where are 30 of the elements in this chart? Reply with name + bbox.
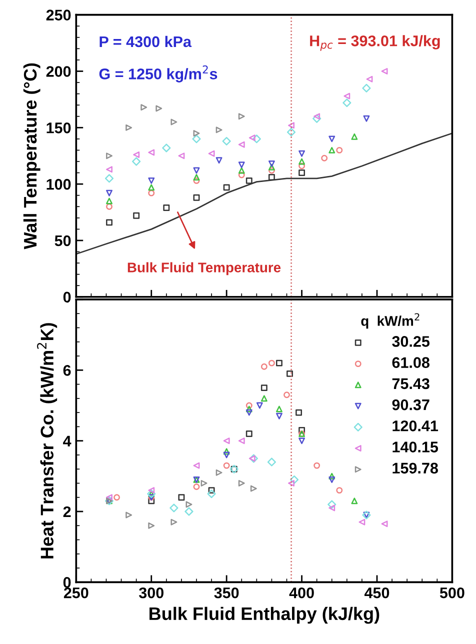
x-tick-label: 500 bbox=[440, 587, 464, 598]
y-tick-label: 250 bbox=[46, 10, 71, 20]
y-tick-label: 4 bbox=[63, 436, 72, 446]
y-tick-label: 6 bbox=[63, 365, 71, 376]
legend-label: 159.78 bbox=[392, 462, 438, 474]
y-tick-label: 50 bbox=[54, 235, 71, 246]
legend-label: 90.37 bbox=[392, 399, 430, 410]
y-axis-title: Wall Temperature (°C) bbox=[23, 63, 40, 250]
legend-label: 120.41 bbox=[392, 420, 438, 432]
annotation: H$_{pc}$ = 393.01 kJ/kg bbox=[310, 35, 440, 51]
x-tick-label: 400 bbox=[289, 587, 314, 598]
annotation: Bulk Fluid Temperature bbox=[128, 262, 281, 276]
x-tick-label: 350 bbox=[214, 587, 239, 598]
legend-label: 140.15 bbox=[392, 442, 438, 452]
y-tick-label: 100 bbox=[46, 178, 71, 190]
x-axis-title: Bulk Fluid Enthalpy (kJ/kg) bbox=[150, 606, 380, 624]
y-tick-label: 150 bbox=[46, 122, 71, 134]
legend-label: 30.25 bbox=[392, 336, 430, 347]
y-tick-label: 200 bbox=[46, 66, 71, 77]
x-tick-label: 450 bbox=[364, 587, 390, 598]
legend-title: q kW/m$^{2}$ bbox=[361, 313, 420, 329]
y-tick-label: 0 bbox=[63, 292, 71, 303]
y-tick-label: 0 bbox=[63, 577, 71, 588]
y-tick-label: 2 bbox=[63, 506, 71, 518]
x-tick-label: 300 bbox=[138, 587, 164, 598]
legend-label: 61.08 bbox=[392, 357, 430, 368]
legend-label: 75.43 bbox=[392, 378, 430, 390]
y-axis-title: Heat Transfer Co. (kW/m$^{2}$K) bbox=[37, 323, 58, 558]
annotation: G = 1250 kg/m$^{2}$s bbox=[99, 65, 218, 82]
annotation: P = 4300 kPa bbox=[100, 36, 192, 48]
